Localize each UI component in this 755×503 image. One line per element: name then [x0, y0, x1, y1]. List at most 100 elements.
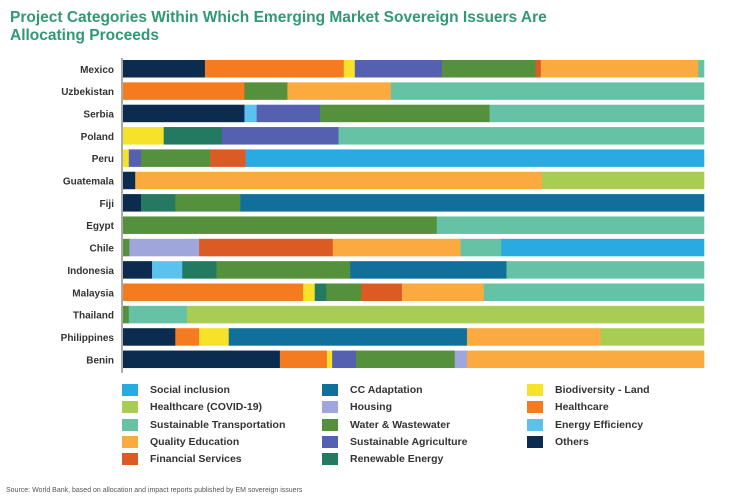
chart-title: Project Categories Within Which Emerging… [10, 9, 547, 44]
bar-segment-healthcare [175, 328, 200, 346]
country-label: Indonesia [67, 266, 114, 277]
bar-segment-quality-education [287, 82, 392, 100]
legend-swatch [527, 418, 543, 431]
bar-segment-water-wastewater [123, 238, 130, 257]
bar-segment-others [123, 194, 142, 212]
bar-segment-healthcare-covid-19- [541, 171, 705, 190]
bar-segment-sustainable-agriculture [256, 104, 321, 123]
legend-swatch [527, 384, 543, 396]
bar-segment-sustainable-agriculture [128, 149, 142, 167]
bar-segment-healthcare-covid-19- [186, 305, 705, 324]
legend-label: Energy Efficiency [555, 418, 644, 431]
bar-segment-social-inclusion [501, 238, 705, 257]
country-label: Fiji [100, 199, 115, 210]
country-label: Uzbekistan [61, 87, 114, 98]
bar-segment-sustainable-transportation [460, 238, 502, 257]
legend-label: Healthcare (COVID-19) [150, 401, 263, 414]
bar-segment-sustainable-transportation [483, 283, 705, 301]
bar-segment-sustainable-agriculture [221, 127, 339, 145]
bar-segment-sustainable-agriculture [354, 60, 443, 78]
bar-segment-housing [129, 238, 200, 257]
bar-segment-water-wastewater [441, 60, 536, 78]
bar-segment-healthcare [123, 283, 304, 301]
stacked-bar-chart: Mexico Uzbekistan Serbia Poland Peru Guatemal… [61, 58, 705, 373]
legend-item: Sustainable Transportation [122, 418, 286, 431]
legend-item: Others [527, 435, 589, 448]
country-label: Thailand [73, 311, 114, 322]
bar-segment-quality-education [466, 328, 601, 346]
bar-segment-water-wastewater [141, 149, 211, 167]
legend-swatch [122, 435, 138, 448]
bar-segment-financial-services [210, 149, 246, 167]
legend-item: Housing [322, 401, 392, 414]
legend-label: Sustainable Agriculture [350, 435, 468, 448]
legend-label: Water & Wastewater [350, 418, 451, 431]
country-label: Egypt [86, 221, 114, 232]
bar-segment-cc-adaptation [350, 261, 507, 279]
bar-segment-financial-services [535, 60, 542, 78]
bar-segment-biodiversity-land [123, 127, 164, 145]
bar-segment-sustainable-transportation [128, 305, 188, 324]
legend-label: Quality Education [150, 435, 240, 448]
legend-item: Financial Services [122, 453, 242, 466]
bar-segment-water-wastewater [123, 216, 438, 234]
bar-segment-healthcare [279, 350, 328, 369]
legend-swatch [322, 401, 338, 414]
bar-segment-healthcare-covid-19- [600, 328, 705, 346]
legend-swatch [527, 401, 543, 414]
bar-segment-sustainable-agriculture [332, 350, 357, 369]
bar-segment-renewable-energy [182, 261, 217, 279]
bar-segment-social-inclusion [245, 149, 705, 167]
legend-item: Sustainable Agriculture [322, 435, 468, 448]
legend-label: Biodiversity - Land [555, 384, 650, 396]
legend-item: Quality Education [122, 435, 240, 448]
bar-segment-sustainable-transportation [489, 104, 705, 123]
bar-segment-others [123, 60, 206, 78]
bar-segment-water-wastewater [175, 194, 241, 212]
source-note: Source: World Bank, based on allocation … [6, 487, 303, 494]
legend-item: Energy Efficiency [527, 418, 644, 431]
legend-swatch [122, 453, 138, 466]
legend-label: Others [555, 435, 589, 448]
country-label: Chile [90, 244, 115, 255]
legend-swatch [122, 418, 138, 431]
bar-segment-water-wastewater [355, 350, 456, 369]
bar-segment-biodiversity-land [199, 328, 230, 346]
bar-segment-quality-education [401, 283, 485, 301]
bar-segment-biodiversity-land [303, 283, 316, 301]
bar-segment-energy-efficiency [244, 104, 257, 123]
legend-label: CC Adaptation [350, 384, 423, 396]
bar-segment-financial-services [199, 238, 334, 257]
bar-segment-housing [454, 350, 468, 369]
legend-item: Healthcare [527, 401, 609, 414]
legend-label: Healthcare [555, 401, 609, 414]
bar-segment-others [123, 350, 281, 369]
legend-swatch [322, 435, 338, 448]
bar-segment-sustainable-transportation [436, 216, 705, 234]
bar-segment-healthcare [123, 82, 245, 100]
bar-segment-others [123, 104, 245, 123]
legend-label: Renewable Energy [350, 453, 444, 466]
bar-segment-cc-adaptation [240, 194, 705, 212]
bar-segment-water-wastewater [319, 104, 490, 123]
bar-segment-others [123, 328, 176, 346]
legend-item: Healthcare (COVID-19) [122, 401, 263, 414]
legend-label: Housing [350, 401, 392, 414]
bar-segment-sustainable-transportation [390, 82, 705, 100]
legend-item: CC Adaptation [322, 384, 423, 396]
legend-label: Sustainable Transportation [150, 418, 286, 431]
bar-segment-biodiversity-land [326, 350, 333, 369]
legend-swatch [122, 401, 138, 414]
bar-segment-water-wastewater [244, 82, 288, 100]
country-label: Peru [92, 154, 114, 165]
country-label: Philippines [61, 333, 115, 344]
bar-segment-sustainable-transportation [698, 60, 705, 78]
legend-label: Social inclusion [150, 384, 230, 396]
country-label: Guatemala [63, 177, 115, 188]
bar-segment-renewable-energy [314, 283, 327, 301]
bar-segment-water-wastewater [326, 283, 362, 301]
bar-segment-sustainable-transportation [506, 261, 705, 279]
bar-segment-healthcare [204, 60, 345, 78]
bar-segment-water-wastewater [123, 305, 130, 324]
legend-swatch [322, 453, 338, 466]
